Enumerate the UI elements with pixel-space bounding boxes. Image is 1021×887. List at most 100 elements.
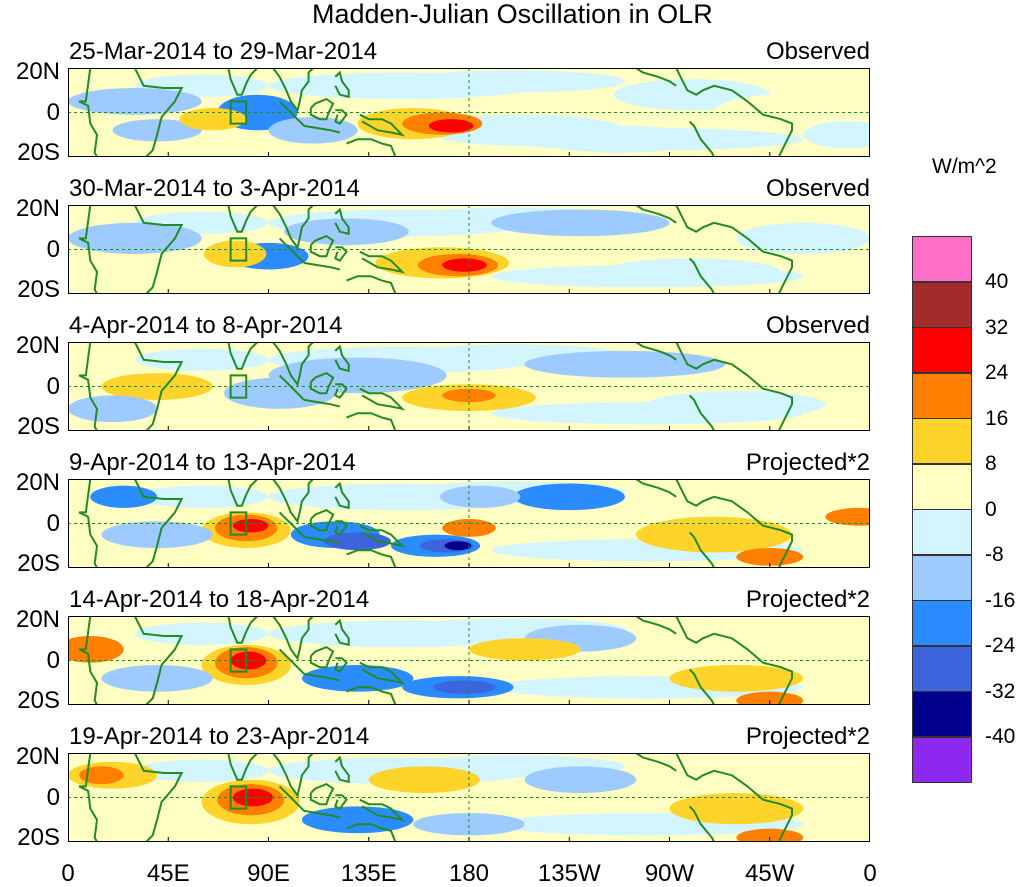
map-panel: 14-Apr-2014 to 18-Apr-2014 Projected*2 20N… (0, 548, 880, 713)
coastline (272, 753, 314, 798)
legend-tick-label: -24 (985, 634, 1016, 657)
coastline (303, 261, 341, 271)
panel-period: 19-Apr-2014 to 23-Apr-2014 (69, 723, 370, 750)
anomaly-contour (79, 766, 124, 785)
coastline (675, 68, 793, 157)
anomaly-contour (268, 116, 358, 144)
latitude-tick-label: 20S (17, 824, 60, 851)
coastline (227, 205, 259, 233)
olr-anomaly-map (68, 616, 870, 705)
coastline (334, 383, 348, 399)
legend-tick-label: 24 (985, 361, 1009, 384)
coastline (227, 616, 259, 644)
legend-color-box (912, 736, 972, 783)
olr-anomaly-map (68, 753, 870, 842)
coastline (635, 479, 677, 498)
coastline (688, 120, 715, 157)
coastline (346, 549, 397, 568)
anomaly-contour (112, 119, 202, 142)
figure-title: Madden-Julian Oscillation in OLR (0, 0, 1021, 30)
anomaly-contour (101, 521, 213, 548)
latitude-tick-label: 0 (46, 784, 60, 811)
anomaly-contour (101, 373, 213, 400)
anomaly-contour (531, 125, 710, 153)
coastline (635, 753, 677, 772)
map-panel: 4-Apr-2014 to 8-Apr-2014 Observed 20N 0 20S (0, 274, 880, 439)
coastline (334, 618, 350, 647)
coastline (303, 672, 341, 682)
latitude-tick-label: 20N (15, 195, 60, 222)
coastline (675, 205, 793, 294)
coastline (278, 237, 305, 264)
longitude-tick-label: 90W (644, 860, 695, 887)
map-panel: 9-Apr-2014 to 13-Apr-2014 Projected*2 20N 0… (0, 411, 880, 576)
legend-color-box (912, 463, 972, 510)
legend-color-box (912, 236, 972, 282)
coastline (688, 668, 715, 705)
latitude-tick-label: 0 (46, 510, 60, 537)
coastline (346, 823, 397, 842)
latitude-tick-label: 0 (46, 647, 60, 674)
panel-type: Observed (765, 175, 870, 202)
coastline (346, 275, 397, 294)
panel-period: 4-Apr-2014 to 8-Apr-2014 (69, 312, 343, 339)
olr-anomaly-map (68, 342, 870, 431)
legend-tick-label: -40 (985, 725, 1016, 748)
coastline (68, 753, 184, 842)
anomaly-contour (268, 357, 447, 394)
panel-type: Projected*2 (745, 586, 870, 613)
coastline (68, 616, 184, 705)
anomaly-contour (324, 532, 392, 551)
anomaly-contour (825, 507, 870, 526)
legend-color-box (912, 554, 972, 601)
anomaly-contour (232, 519, 269, 533)
panel-period: 14-Apr-2014 to 18-Apr-2014 (69, 586, 370, 613)
coastline (78, 68, 99, 157)
index-region-box (229, 511, 248, 536)
legend-tick-label: 32 (985, 315, 1009, 339)
legend-tick-label: -16 (985, 588, 1016, 612)
anomaly-contour (413, 813, 525, 836)
legend-color-box (912, 600, 972, 646)
coastline (303, 124, 341, 134)
coastline (334, 657, 348, 673)
olr-anomaly-map (68, 68, 870, 157)
coastline (635, 68, 677, 87)
coastline (688, 394, 715, 431)
anomaly-contour (68, 395, 158, 423)
panel-type: Observed (765, 312, 870, 339)
index-region-box (229, 648, 248, 673)
panel-type: Projected*2 (745, 723, 870, 750)
coastline (278, 511, 305, 538)
coastline (346, 412, 397, 431)
coastline (78, 342, 99, 431)
latitude-tick-label: 20S (17, 276, 60, 303)
coastline (78, 479, 99, 568)
coastline (278, 785, 305, 812)
anomaly-contour (402, 70, 625, 93)
anomaly-contour (602, 258, 781, 286)
latitude-tick-label: 0 (46, 236, 60, 263)
coastline (278, 374, 305, 401)
anomaly-contour (714, 94, 848, 131)
anomaly-contour (803, 121, 870, 149)
longitude-tick-label: 90E (247, 860, 290, 887)
coastline (227, 479, 259, 507)
anomaly-contour (442, 388, 496, 403)
latitude-tick-label: 0 (46, 373, 60, 400)
coastline (78, 205, 99, 294)
coastline (675, 342, 793, 431)
latitude-tick-label: 20S (17, 413, 60, 440)
coastline (359, 798, 406, 822)
coastline (227, 753, 259, 781)
latitude-tick-label: 20N (15, 469, 60, 496)
coastline (303, 809, 341, 819)
coastline (272, 342, 314, 387)
latitude-tick-label: 0 (46, 99, 60, 126)
coastline (334, 207, 350, 236)
anomaly-contour (301, 806, 414, 834)
longitude-tick-label: 45E (146, 860, 190, 887)
longitude-tick-label: 45W (745, 860, 795, 887)
coastline (334, 794, 348, 810)
latitude-tick-label: 20S (17, 687, 60, 714)
